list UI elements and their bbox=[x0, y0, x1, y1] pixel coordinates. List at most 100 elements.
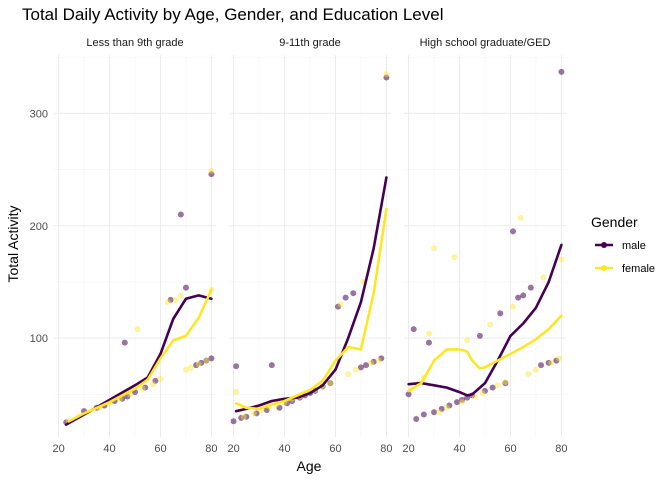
x-tick-label: 20 bbox=[402, 443, 414, 455]
data-point-male bbox=[335, 303, 342, 310]
data-point-female bbox=[525, 371, 532, 378]
x-tick-label: 40 bbox=[453, 443, 465, 455]
legend-label-female: female bbox=[622, 263, 655, 275]
data-point-female bbox=[327, 380, 334, 387]
data-point-male bbox=[489, 384, 496, 391]
data-point-male bbox=[208, 355, 215, 362]
data-point-male bbox=[545, 359, 552, 366]
smooth-line-male bbox=[234, 176, 388, 413]
data-point-female bbox=[464, 337, 471, 344]
x-tick-label: 80 bbox=[555, 443, 567, 455]
data-point-male bbox=[238, 414, 245, 421]
data-point-male bbox=[152, 377, 159, 384]
x-tick-label: 20 bbox=[227, 443, 239, 455]
legend-label-male: male bbox=[622, 240, 646, 252]
data-point-male bbox=[182, 284, 189, 291]
data-point-female bbox=[188, 364, 195, 371]
data-point-female bbox=[494, 382, 501, 389]
data-point-male bbox=[124, 393, 131, 400]
data-point-male bbox=[383, 74, 390, 81]
data-point-female bbox=[172, 296, 179, 303]
data-point-male bbox=[538, 362, 545, 369]
data-point-male bbox=[233, 363, 240, 370]
data-point-male bbox=[177, 211, 184, 218]
data-point-male bbox=[527, 284, 534, 291]
data-point-male bbox=[459, 396, 466, 403]
x-tick-label: 20 bbox=[52, 443, 64, 455]
data-point-female bbox=[383, 71, 390, 78]
y-axis-title: Total Activity bbox=[5, 205, 21, 282]
data-point-female bbox=[345, 371, 352, 378]
y-tick-label: 100 bbox=[30, 333, 48, 345]
smooth-line-male bbox=[64, 294, 213, 426]
data-point-male bbox=[230, 418, 237, 425]
data-point-female bbox=[182, 366, 189, 373]
data-point-male bbox=[510, 228, 517, 235]
data-point-female bbox=[479, 390, 486, 397]
data-point-female bbox=[510, 303, 517, 310]
data-point-male bbox=[243, 413, 250, 420]
x-axis-title: Age bbox=[297, 458, 322, 474]
x-tick-label: 60 bbox=[154, 443, 166, 455]
data-point-female bbox=[436, 409, 443, 416]
x-tick-label: 40 bbox=[278, 443, 290, 455]
data-point-female bbox=[139, 385, 146, 392]
data-point-female bbox=[352, 366, 359, 373]
data-point-female bbox=[375, 357, 382, 364]
data-point-female bbox=[502, 378, 509, 385]
data-point-female bbox=[487, 321, 494, 328]
data-point-male bbox=[167, 296, 174, 303]
data-point-female bbox=[540, 274, 547, 281]
data-point-female bbox=[558, 256, 565, 263]
data-point-male bbox=[357, 364, 364, 371]
data-point-male bbox=[370, 358, 377, 365]
data-point-female bbox=[157, 375, 164, 382]
data-point-male bbox=[342, 294, 349, 301]
data-point-male bbox=[276, 404, 283, 411]
data-point-female bbox=[233, 389, 240, 396]
legend-title: Gender bbox=[591, 214, 638, 230]
facet-panel: High school graduate/GED 20 40 60 80 bbox=[402, 37, 567, 455]
data-point-female bbox=[451, 254, 458, 261]
data-point-male bbox=[413, 416, 420, 423]
x-tick-label: 80 bbox=[205, 443, 217, 455]
data-point-male bbox=[268, 362, 275, 369]
data-point-male bbox=[263, 407, 270, 414]
facet-strip-label: High school graduate/GED bbox=[420, 37, 551, 49]
y-tick-label: 200 bbox=[30, 221, 48, 233]
data-point-male bbox=[446, 402, 453, 409]
data-point-male bbox=[425, 339, 432, 346]
data-point-female bbox=[149, 381, 156, 388]
data-point-female bbox=[208, 167, 215, 174]
data-point-male bbox=[121, 339, 128, 346]
x-tick-label: 60 bbox=[329, 443, 341, 455]
smooth-line-female bbox=[407, 314, 563, 393]
data-point-male bbox=[327, 380, 334, 387]
data-point-male bbox=[515, 294, 522, 301]
data-point-male bbox=[520, 292, 527, 299]
data-point-female bbox=[240, 413, 247, 420]
data-point-male bbox=[431, 409, 438, 416]
data-point-male bbox=[553, 357, 560, 364]
x-tick-label: 40 bbox=[103, 443, 115, 455]
data-point-female bbox=[459, 399, 466, 406]
data-point-male bbox=[378, 355, 385, 362]
data-point-female bbox=[134, 326, 141, 333]
smooth-line-male bbox=[407, 243, 563, 397]
data-point-male bbox=[142, 384, 149, 391]
legend-point-male bbox=[601, 242, 607, 248]
x-tick-label: 60 bbox=[504, 443, 516, 455]
y-tick-label: 300 bbox=[30, 108, 48, 120]
data-point-male bbox=[193, 362, 200, 369]
data-point-male bbox=[363, 362, 370, 369]
x-tick-label: 80 bbox=[380, 443, 392, 455]
data-point-male bbox=[438, 405, 445, 412]
data-point-female bbox=[337, 301, 344, 308]
data-point-female bbox=[548, 359, 555, 366]
chart-title: Total Daily Activity by Age, Gender, and… bbox=[22, 5, 443, 24]
data-point-male bbox=[198, 359, 205, 366]
data-point-male bbox=[476, 332, 483, 339]
data-point-female bbox=[443, 404, 450, 411]
data-point-male bbox=[203, 357, 210, 364]
